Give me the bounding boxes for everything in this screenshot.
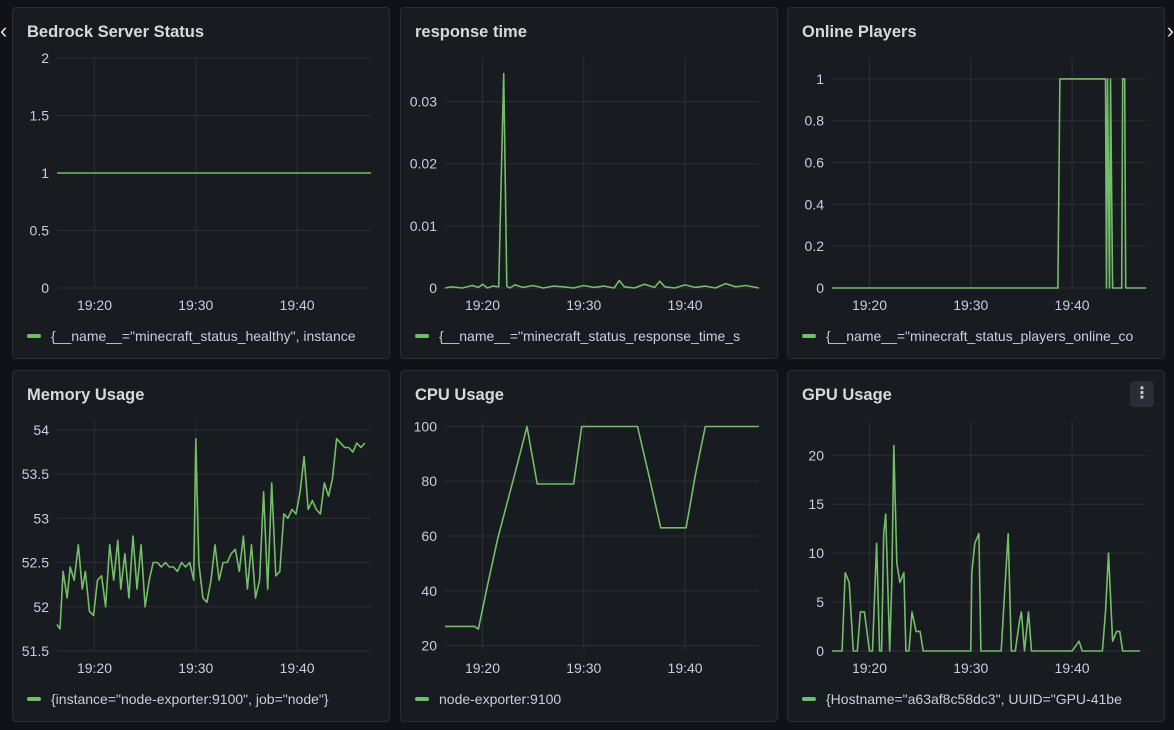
y-tick-label: 2 [41, 50, 49, 66]
y-tick-label: 5 [816, 594, 824, 610]
panel-title: response time [415, 23, 527, 41]
panel-cpu-usage[interactable]: CPU Usage 20 40 60 80 100 19:20 19:30 19:40 nod… [400, 370, 778, 722]
x-tick-label: 19:40 [668, 297, 703, 313]
chart-cpu-usage: 20 40 60 80 100 19:20 19:30 19:40 [414, 418, 759, 676]
x-tick-label: 19:30 [953, 660, 988, 676]
y-tick-label: 40 [421, 583, 437, 599]
legend-swatch [415, 334, 429, 338]
series-line [444, 72, 760, 289]
y-tick-label: 52 [33, 599, 49, 615]
y-tick-label: 1.5 [30, 108, 50, 124]
legend-swatch [27, 334, 41, 338]
y-tick-label: 0.5 [30, 223, 50, 239]
y-tick-label: 20 [808, 447, 824, 463]
y-tick-label: 0.8 [805, 113, 825, 129]
y-tick-label: 0 [816, 280, 824, 296]
panel-response-time[interactable]: response time 0 0.01 0.02 0.03 19:20 19:30 19:… [400, 7, 778, 359]
y-tick-label: 0 [816, 643, 824, 659]
y-tick-label: 1 [816, 71, 824, 87]
y-tick-label: 1 [41, 165, 49, 181]
x-tick-label: 19:30 [178, 660, 213, 676]
x-tick-label: 19:20 [77, 297, 112, 313]
y-tick-label: 0 [41, 280, 49, 296]
chart-gpu-usage: 0 5 10 15 20 19:20 19:30 19:40 [808, 421, 1146, 676]
series-line [445, 425, 759, 630]
panel-online-players[interactable]: Online Players 0 0.2 0.4 0.6 0.8 1 19:20 19:30 1… [787, 7, 1165, 359]
y-tick-label: 80 [421, 473, 437, 489]
legend-label: node-exporter:9100 [439, 691, 562, 707]
y-tick-label: 52.5 [22, 555, 49, 571]
y-tick-label: 0.4 [805, 196, 825, 212]
chart-memory-usage: 51.5 52 52.5 53 53.5 54 19:20 19:30 19:40 [22, 421, 371, 676]
y-tick-label: 0.01 [410, 218, 437, 234]
x-tick-label: 19:30 [953, 297, 988, 313]
panel-gpu-usage[interactable]: GPU Usage ⋮ 0 5 10 15 20 19:20 19:30 19:40 {Hos… [787, 370, 1165, 722]
y-tick-label: 51.5 [22, 643, 49, 659]
panel-menu-icon[interactable]: ⋮ [1130, 381, 1154, 407]
legend-label: {instance="node-exporter:9100", job="nod… [51, 691, 329, 707]
legend-item[interactable]: node-exporter:9100 [415, 691, 771, 707]
x-tick-label: 19:20 [465, 660, 500, 676]
y-tick-label: 20 [421, 638, 437, 654]
x-tick-label: 19:40 [280, 660, 315, 676]
legend-swatch [802, 697, 816, 701]
legend-item[interactable]: {__name__="minecraft_status_response_tim… [415, 328, 771, 344]
y-tick-label: 0.2 [805, 238, 825, 254]
chart-response-time: 0 0.01 0.02 0.03 19:20 19:30 19:40 [410, 58, 760, 313]
x-tick-label: 19:20 [77, 660, 112, 676]
y-tick-label: 53.5 [22, 466, 49, 482]
series-line [56, 437, 366, 630]
x-tick-label: 19:20 [465, 297, 500, 313]
x-tick-label: 19:40 [668, 660, 703, 676]
legend-label: {__name__="minecraft_status_players_onli… [826, 328, 1134, 344]
y-tick-label: 54 [33, 422, 49, 438]
x-tick-label: 19:40 [1055, 660, 1090, 676]
series-line [832, 78, 1146, 289]
legend-label: {__name__="minecraft_status_healthy", in… [51, 328, 356, 344]
legend-item[interactable]: {__name__="minecraft_status_players_onli… [802, 328, 1158, 344]
prev-arrow-icon[interactable]: ‹ [0, 18, 8, 43]
y-tick-label: 10 [808, 545, 824, 561]
x-tick-label: 19:30 [178, 297, 213, 313]
y-tick-label: 0.6 [805, 155, 825, 171]
y-tick-label: 15 [808, 496, 824, 512]
y-tick-label: 100 [414, 418, 438, 434]
x-tick-label: 19:40 [1055, 297, 1090, 313]
legend-swatch [802, 334, 816, 338]
legend-label: {__name__="minecraft_status_response_tim… [439, 328, 741, 344]
series-line [832, 444, 1140, 652]
legend-item[interactable]: {__name__="minecraft_status_healthy", in… [27, 328, 383, 344]
legend-label: {Hostname="a63af8c58dc3", UUID="GPU-41be [826, 691, 1122, 707]
panel-title: GPU Usage [802, 386, 892, 404]
y-tick-label: 0 [429, 280, 437, 296]
x-tick-label: 19:40 [280, 297, 315, 313]
legend-item[interactable]: {instance="node-exporter:9100", job="nod… [27, 691, 383, 707]
y-tick-label: 0.02 [410, 156, 437, 172]
panel-title: Memory Usage [27, 386, 145, 404]
x-tick-label: 19:20 [852, 297, 887, 313]
panel-memory-usage[interactable]: Memory Usage 51.5 52 52.5 53 53.5 54 19:20 19:3… [12, 370, 390, 722]
y-tick-label: 53 [33, 510, 49, 526]
chart-online-players: 0 0.2 0.4 0.6 0.8 1 19:20 19:30 19:40 [805, 58, 1146, 313]
panel-bedrock-server-status[interactable]: Bedrock Server Status 0 0.5 1 1.5 2 19:20 19:3… [12, 7, 390, 359]
panel-title: Online Players [802, 23, 917, 41]
chart-bedrock-server-status: 0 0.5 1 1.5 2 19:20 19:30 19:40 [30, 50, 371, 313]
legend-swatch [27, 697, 41, 701]
x-tick-label: 19:30 [566, 297, 601, 313]
next-arrow-icon[interactable]: › [1166, 18, 1174, 43]
x-tick-label: 19:20 [852, 660, 887, 676]
y-tick-label: 60 [421, 528, 437, 544]
legend-item[interactable]: {Hostname="a63af8c58dc3", UUID="GPU-41be [802, 691, 1158, 707]
panel-title: CPU Usage [415, 386, 504, 404]
panel-title: Bedrock Server Status [27, 23, 204, 41]
x-tick-label: 19:30 [566, 660, 601, 676]
y-tick-label: 0.03 [410, 94, 437, 110]
legend-swatch [415, 697, 429, 701]
